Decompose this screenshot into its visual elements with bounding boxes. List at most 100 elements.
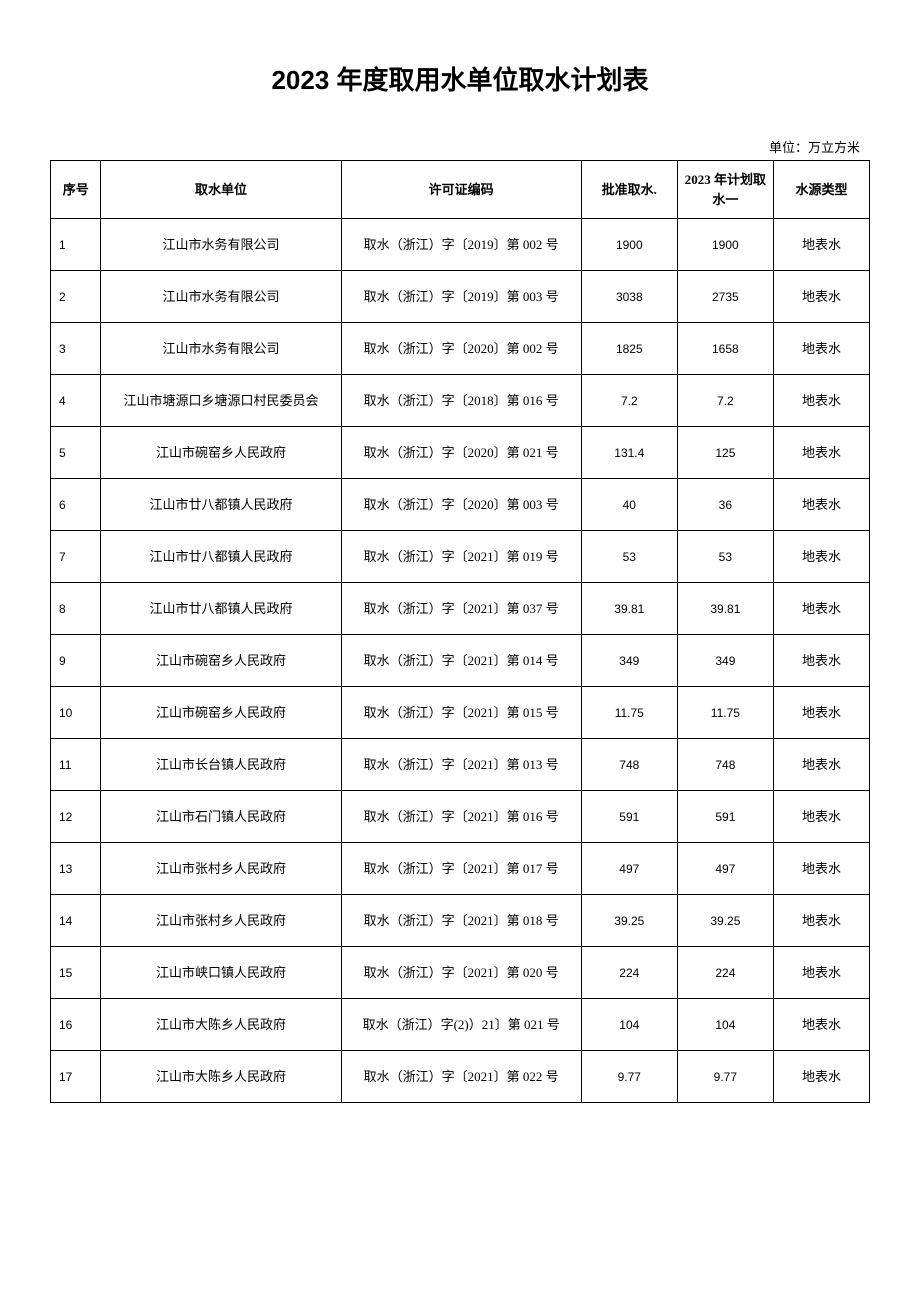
cell-approved: 591 <box>581 791 677 843</box>
cell-source: 地表水 <box>773 635 869 687</box>
cell-planned: 1900 <box>677 219 773 271</box>
table-header-row: 序号 取水单位 许可证编码 批准取水. 2023 年计划取水一 水源类型 <box>51 161 870 219</box>
cell-permit: 取水（浙江）字〔2019〕第 002 号 <box>341 219 581 271</box>
cell-source: 地表水 <box>773 947 869 999</box>
cell-seq: 7 <box>51 531 101 583</box>
table-row: 6江山市廿八都镇人民政府取水（浙江）字〔2020〕第 003 号4036地表水 <box>51 479 870 531</box>
table-row: 8江山市廿八都镇人民政府取水（浙江）字〔2021〕第 037 号39.8139.… <box>51 583 870 635</box>
header-permit: 许可证编码 <box>341 161 581 219</box>
table-row: 2江山市水务有限公司取水（浙江）字〔2019〕第 003 号30382735地表… <box>51 271 870 323</box>
header-seq: 序号 <box>51 161 101 219</box>
cell-permit: 取水（浙江）字〔2021〕第 018 号 <box>341 895 581 947</box>
cell-approved: 7.2 <box>581 375 677 427</box>
header-planned: 2023 年计划取水一 <box>677 161 773 219</box>
cell-seq: 13 <box>51 843 101 895</box>
cell-source: 地表水 <box>773 427 869 479</box>
cell-seq: 12 <box>51 791 101 843</box>
cell-permit: 取水（浙江）字〔2021〕第 019 号 <box>341 531 581 583</box>
table-row: 4江山市塘源口乡塘源口村民委员会取水（浙江）字〔2018〕第 016 号7.27… <box>51 375 870 427</box>
cell-approved: 39.25 <box>581 895 677 947</box>
header-source: 水源类型 <box>773 161 869 219</box>
cell-permit: 取水（浙江）字〔2021〕第 014 号 <box>341 635 581 687</box>
table-row: 5江山市碗窑乡人民政府取水（浙江）字〔2020〕第 021 号131.4125地… <box>51 427 870 479</box>
cell-planned: 1658 <box>677 323 773 375</box>
cell-seq: 1 <box>51 219 101 271</box>
cell-source: 地表水 <box>773 999 869 1051</box>
header-unit: 取水单位 <box>101 161 341 219</box>
cell-source: 地表水 <box>773 219 869 271</box>
cell-unit: 江山市碗窑乡人民政府 <box>101 635 341 687</box>
cell-source: 地表水 <box>773 479 869 531</box>
table-row: 3江山市水务有限公司取水（浙江）字〔2020〕第 002 号18251658地表… <box>51 323 870 375</box>
header-approved: 批准取水. <box>581 161 677 219</box>
cell-unit: 江山市廿八都镇人民政府 <box>101 479 341 531</box>
cell-permit: 取水（浙江）字〔2021〕第 022 号 <box>341 1051 581 1103</box>
cell-planned: 497 <box>677 843 773 895</box>
cell-unit: 江山市峡口镇人民政府 <box>101 947 341 999</box>
cell-unit: 江山市廿八都镇人民政府 <box>101 531 341 583</box>
cell-planned: 2735 <box>677 271 773 323</box>
cell-planned: 591 <box>677 791 773 843</box>
cell-seq: 3 <box>51 323 101 375</box>
cell-seq: 6 <box>51 479 101 531</box>
cell-unit: 江山市大陈乡人民政府 <box>101 1051 341 1103</box>
cell-source: 地表水 <box>773 531 869 583</box>
table-row: 13江山市张村乡人民政府取水（浙江）字〔2021〕第 017 号497497地表… <box>51 843 870 895</box>
cell-unit: 江山市水务有限公司 <box>101 271 341 323</box>
cell-unit: 江山市张村乡人民政府 <box>101 895 341 947</box>
cell-permit: 取水（浙江）字〔2020〕第 021 号 <box>341 427 581 479</box>
cell-source: 地表水 <box>773 687 869 739</box>
cell-seq: 4 <box>51 375 101 427</box>
cell-permit: 取水（浙江）字〔2020〕第 002 号 <box>341 323 581 375</box>
cell-permit: 取水（浙江）字〔2019〕第 003 号 <box>341 271 581 323</box>
table-row: 7江山市廿八都镇人民政府取水（浙江）字〔2021〕第 019 号5353地表水 <box>51 531 870 583</box>
cell-approved: 39.81 <box>581 583 677 635</box>
cell-seq: 8 <box>51 583 101 635</box>
cell-planned: 9.77 <box>677 1051 773 1103</box>
cell-approved: 131.4 <box>581 427 677 479</box>
cell-unit: 江山市碗窑乡人民政府 <box>101 687 341 739</box>
table-row: 15江山市峡口镇人民政府取水（浙江）字〔2021〕第 020 号224224地表… <box>51 947 870 999</box>
cell-source: 地表水 <box>773 1051 869 1103</box>
cell-approved: 224 <box>581 947 677 999</box>
cell-source: 地表水 <box>773 739 869 791</box>
table-row: 16江山市大陈乡人民政府取水（浙江）字(2)）21〕第 021 号104104地… <box>51 999 870 1051</box>
cell-approved: 3038 <box>581 271 677 323</box>
cell-source: 地表水 <box>773 375 869 427</box>
table-row: 9江山市碗窑乡人民政府取水（浙江）字〔2021〕第 014 号349349地表水 <box>51 635 870 687</box>
cell-planned: 53 <box>677 531 773 583</box>
cell-approved: 9.77 <box>581 1051 677 1103</box>
cell-permit: 取水（浙江）字〔2021〕第 016 号 <box>341 791 581 843</box>
cell-approved: 748 <box>581 739 677 791</box>
cell-unit: 江山市长台镇人民政府 <box>101 739 341 791</box>
cell-permit: 取水（浙江）字〔2020〕第 003 号 <box>341 479 581 531</box>
cell-seq: 10 <box>51 687 101 739</box>
table-row: 10江山市碗窑乡人民政府取水（浙江）字〔2021〕第 015 号11.7511.… <box>51 687 870 739</box>
cell-source: 地表水 <box>773 895 869 947</box>
cell-seq: 11 <box>51 739 101 791</box>
cell-approved: 40 <box>581 479 677 531</box>
cell-unit: 江山市碗窑乡人民政府 <box>101 427 341 479</box>
cell-unit: 江山市塘源口乡塘源口村民委员会 <box>101 375 341 427</box>
cell-unit: 江山市大陈乡人民政府 <box>101 999 341 1051</box>
cell-seq: 15 <box>51 947 101 999</box>
cell-unit: 江山市张村乡人民政府 <box>101 843 341 895</box>
cell-source: 地表水 <box>773 843 869 895</box>
cell-approved: 349 <box>581 635 677 687</box>
cell-approved: 11.75 <box>581 687 677 739</box>
cell-seq: 9 <box>51 635 101 687</box>
cell-seq: 5 <box>51 427 101 479</box>
table-row: 1江山市水务有限公司取水（浙江）字〔2019〕第 002 号19001900地表… <box>51 219 870 271</box>
cell-approved: 1900 <box>581 219 677 271</box>
cell-seq: 14 <box>51 895 101 947</box>
cell-approved: 104 <box>581 999 677 1051</box>
table-body: 1江山市水务有限公司取水（浙江）字〔2019〕第 002 号19001900地表… <box>51 219 870 1103</box>
table-row: 17江山市大陈乡人民政府取水（浙江）字〔2021〕第 022 号9.779.77… <box>51 1051 870 1103</box>
cell-source: 地表水 <box>773 791 869 843</box>
cell-unit: 江山市水务有限公司 <box>101 219 341 271</box>
cell-planned: 39.25 <box>677 895 773 947</box>
table-row: 14江山市张村乡人民政府取水（浙江）字〔2021〕第 018 号39.2539.… <box>51 895 870 947</box>
unit-label: 单位：万立方米 <box>50 137 870 156</box>
cell-seq: 17 <box>51 1051 101 1103</box>
cell-planned: 39.81 <box>677 583 773 635</box>
